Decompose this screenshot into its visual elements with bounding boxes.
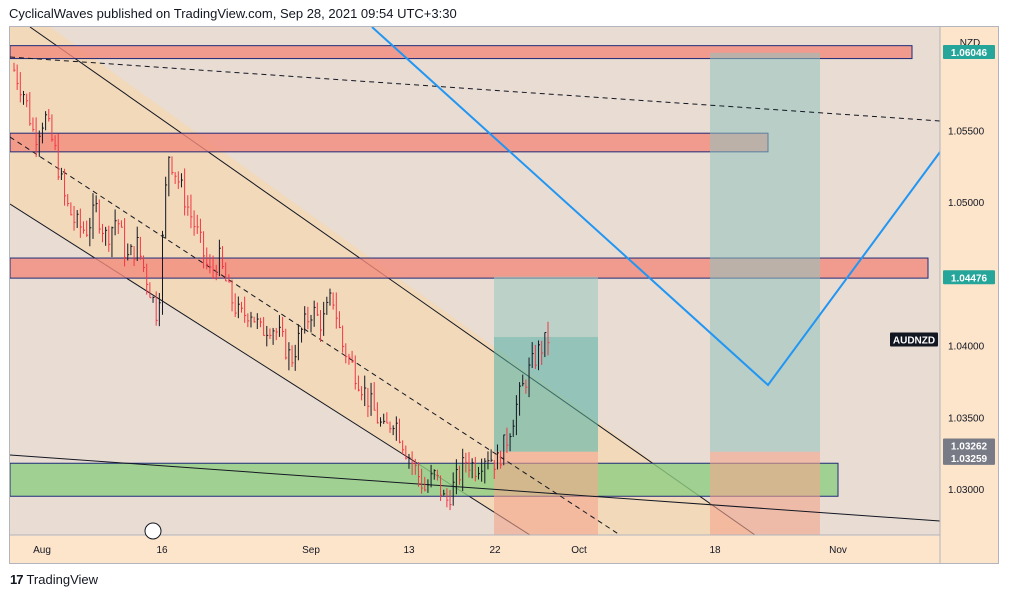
x-tick-label: Oct xyxy=(571,545,587,556)
position-target-zone-light xyxy=(494,276,598,337)
x-tick-label: 22 xyxy=(489,545,501,556)
long-support-line xyxy=(10,454,941,522)
symbol-tag-label: AUDNZD xyxy=(893,336,935,347)
projected-path-line xyxy=(371,27,941,387)
price-tag-label: 1.03262 xyxy=(951,441,988,452)
price-tag xyxy=(943,44,995,59)
y-tick-label: 1.03500 xyxy=(948,413,985,424)
event-marker-icon xyxy=(144,522,162,540)
publisher-attribution: CyclicalWaves published on TradingView.c… xyxy=(9,6,457,21)
target-zone-2 xyxy=(710,52,820,452)
tradingview-logo-icon: 17 xyxy=(10,572,24,587)
resistance-zone xyxy=(10,132,769,153)
tradingview-branding: 17 TradingView xyxy=(10,572,98,587)
price-chart[interactable]: NZD 1.05500 1.05000 1.04000 1.03500 1.03000 1.… xyxy=(10,27,999,564)
x-tick-label: 16 xyxy=(156,545,168,556)
x-tick-label: 13 xyxy=(403,545,415,556)
symbol-tag xyxy=(890,332,938,347)
y-tick-label: 1.05500 xyxy=(948,126,985,137)
support-zone xyxy=(10,462,839,497)
tradingview-brand-text: TradingView xyxy=(26,572,99,587)
price-tag-label: 1.04476 xyxy=(951,273,988,284)
resistance-zone xyxy=(10,257,929,279)
channel-upper-line xyxy=(29,27,756,536)
x-tick-label: 18 xyxy=(709,545,721,556)
y-tick-label: 1.04000 xyxy=(948,342,985,353)
price-tag-label: 1.06046 xyxy=(951,48,988,59)
price-tag xyxy=(943,270,995,285)
x-tick-label: Sep xyxy=(302,545,320,556)
y-tick-label: 1.05000 xyxy=(948,198,985,209)
price-tag xyxy=(943,438,995,453)
channel-mid-dashed-line xyxy=(10,136,621,536)
currency-label: NZD xyxy=(960,38,981,49)
x-tick-label: Nov xyxy=(829,545,847,556)
resistance-zone xyxy=(10,45,913,60)
price-scale-background xyxy=(940,27,998,563)
stop-zone-2 xyxy=(710,451,820,535)
price-tag-label: 1.03259 xyxy=(951,454,988,465)
price-tag xyxy=(943,450,995,465)
position-target-zone xyxy=(494,336,598,452)
dashed-resistance-line xyxy=(10,56,941,122)
chart-pane[interactable]: NZD 1.05500 1.05000 1.04000 1.03500 1.03000 1.… xyxy=(9,26,999,564)
x-tick-label: Aug xyxy=(33,545,51,556)
y-tick-label: 1.03000 xyxy=(948,485,985,496)
